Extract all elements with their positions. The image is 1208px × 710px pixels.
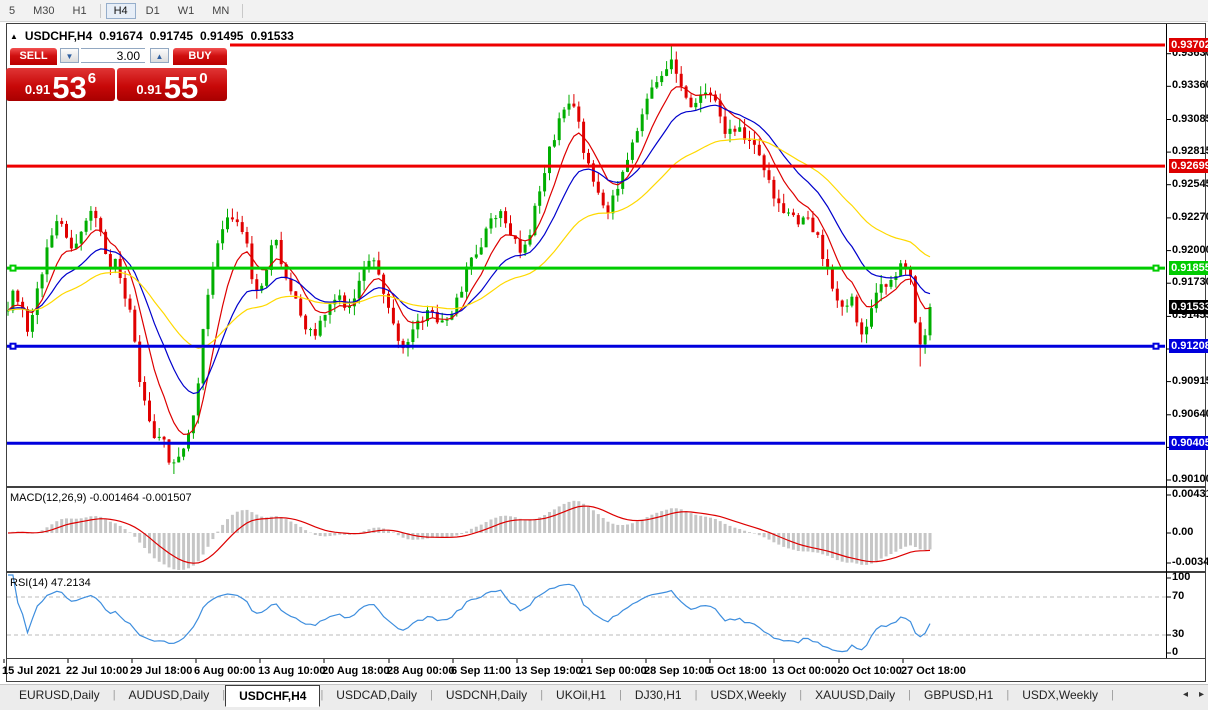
rsi-axis-tick: 100: [1172, 571, 1191, 583]
chart-tab-usdx-weekly[interactable]: USDX,Weekly: [710, 688, 787, 702]
timeframe-button-d1[interactable]: D1: [145, 4, 160, 17]
toolbar-separator: [242, 3, 244, 18]
price-level-badge: 0.91533: [1169, 299, 1208, 314]
rsi-axis-tick: 70: [1172, 590, 1185, 602]
sell-price-panel[interactable]: 0.91 53 6: [6, 68, 115, 105]
sell-button[interactable]: SELL: [10, 48, 57, 65]
tab-separator: |: [320, 689, 324, 701]
buy-price-prefix: 0.91: [136, 82, 162, 97]
price-level-badge: 0.90405: [1169, 436, 1208, 451]
tab-separator: |: [1006, 689, 1010, 701]
time-axis-label: 27 Oct 18:00: [901, 665, 966, 677]
price-axis-tick: 0.90640: [1172, 407, 1208, 420]
tab-separator: |: [908, 689, 911, 701]
price-level-badge: 0.92699: [1169, 159, 1208, 174]
macd-label: MACD(12,26,9) -0.001464 -0.001507: [10, 492, 192, 504]
timeframe-button-w1[interactable]: W1: [177, 4, 195, 17]
timeframe-button-m30[interactable]: M30: [33, 4, 55, 17]
price-axis-tick: 0.93360: [1172, 79, 1208, 92]
price-axis-tick: 0.92270: [1172, 210, 1208, 223]
time-axis-label: 6 Aug 00:00: [194, 665, 256, 677]
collapse-panel-icon[interactable]: ▲: [10, 32, 18, 41]
buy-button[interactable]: BUY: [173, 48, 227, 65]
chart-tab-usdx-weekly[interactable]: USDX,Weekly: [1022, 688, 1099, 702]
tab-separator: |: [619, 689, 622, 701]
chart-symbol-header: ▲ USDCHF,H4 0.91674 0.91745 0.91495 0.91533: [10, 29, 294, 43]
rsi-axis-tick: 30: [1172, 628, 1185, 640]
tab-separator: |: [694, 689, 698, 701]
timeframe-button-h1[interactable]: H1: [72, 4, 87, 17]
ohlc-high: 0.91745: [149, 29, 194, 43]
symbol-label: USDCHF,H4: [24, 29, 93, 43]
time-axis-label: 15 Jul 2021: [2, 665, 61, 677]
tabs-scroll-right-button[interactable]: ▸: [1198, 689, 1204, 700]
tab-separator: |: [112, 689, 116, 701]
time-axis-label: 29 Jul 18:00: [130, 665, 193, 677]
chart-tab-gbpusd-h1[interactable]: GBPUSD,H1: [924, 688, 994, 702]
chart-tab-usdcnh-daily[interactable]: USDCNH,Daily: [445, 688, 528, 702]
ohlc-close: 0.91533: [250, 29, 294, 43]
timeframe-button-h4[interactable]: H4: [105, 2, 136, 19]
time-axis-label: 22 Jul 10:00: [66, 665, 129, 677]
price-level-badge: 0.93702: [1169, 38, 1208, 52]
toolbar-separator: [99, 3, 101, 18]
timeframe-button-5[interactable]: 5: [9, 4, 16, 17]
buy-price-sup: 0: [199, 70, 208, 87]
tab-separator: |: [429, 689, 433, 701]
tab-separator: |: [1111, 689, 1114, 701]
time-axis-label: 28 Sep 10:00: [644, 665, 711, 677]
buy-price-panel[interactable]: 0.91 55 0: [117, 68, 227, 105]
volume-increase-button[interactable]: ▲: [150, 48, 169, 63]
chart-tab-dj30-h1[interactable]: DJ30,H1: [634, 688, 682, 702]
price-axis-tick: 0.91730: [1172, 276, 1208, 289]
tabs-scroll-left-button[interactable]: ◂: [1182, 689, 1188, 700]
macd-axis-tick: 0.00: [1172, 526, 1194, 538]
volume-input[interactable]: [81, 48, 145, 63]
time-axis-label: 20 Oct 10:00: [837, 665, 902, 677]
price-axis-tick: 0.92000: [1172, 243, 1208, 256]
time-axis-label: 6 Sep 11:00: [451, 665, 511, 677]
macd-axis-tick: 0.00431: [1172, 487, 1208, 500]
time-axis-label: 5 Oct 18:00: [708, 665, 767, 677]
chart-tab-usdcad-daily[interactable]: USDCAD,Daily: [336, 688, 417, 702]
rsi-label: RSI(14) 47.2134: [10, 577, 91, 589]
chart-tab-audusd-daily[interactable]: AUDUSD,Daily: [128, 688, 210, 702]
ohlc-open: 0.91674: [99, 29, 143, 43]
tab-separator: |: [222, 689, 226, 701]
tab-separator: |: [799, 689, 803, 701]
price-axis-tick: 0.90915: [1172, 374, 1208, 387]
sell-price-big: 53: [52, 70, 87, 105]
price-level-badge: 0.91208: [1169, 339, 1208, 354]
chart-tab-bar: EURUSD,Daily | AUDUSD,Daily | USDCHF,H4 | USDC…: [0, 684, 1208, 710]
price-axis-tick: 0.92815: [1172, 145, 1208, 158]
time-axis-label: 13 Sep 19:00: [515, 665, 582, 677]
timeframe-toolbar: 5 M30 H1 H4 D1 W1 MN: [0, 0, 1208, 22]
tab-separator: |: [540, 689, 544, 701]
price-axis-tick: 0.93085: [1172, 112, 1208, 125]
price-level-badge: 0.91855: [1169, 261, 1208, 276]
price-axis-tick: 0.92545: [1172, 177, 1208, 190]
chart-tab-eurusd-daily[interactable]: EURUSD,Daily: [19, 688, 100, 702]
rsi-axis-tick: 0: [1172, 646, 1179, 658]
price-axis-tick: 0.90100: [1172, 473, 1208, 485]
volume-decrease-button[interactable]: ▼: [60, 48, 79, 63]
time-axis-label: 20 Aug 18:00: [322, 665, 390, 677]
time-axis-label: 13 Oct 00:00: [772, 665, 837, 677]
time-axis-label: 13 Aug 10:00: [258, 665, 326, 677]
chart-tab-ukoil-h1[interactable]: UKOil,H1: [556, 688, 607, 702]
chart-tab-usdchf-h4[interactable]: USDCHF,H4: [225, 685, 321, 707]
timeframe-button-mn[interactable]: MN: [212, 4, 230, 17]
chart-tab-xauusd-daily[interactable]: XAUUSD,Daily: [815, 688, 896, 702]
sell-price-sup: 6: [87, 70, 97, 87]
macd-axis-tick: -0.003405: [1172, 556, 1208, 569]
ohlc-low: 0.91495: [200, 29, 244, 43]
time-axis-label: 28 Aug 00:00: [387, 665, 455, 677]
sell-price-prefix: 0.91: [24, 82, 51, 97]
time-axis-label: 21 Sep 00:00: [580, 665, 647, 677]
buy-price-big: 55: [163, 70, 199, 105]
